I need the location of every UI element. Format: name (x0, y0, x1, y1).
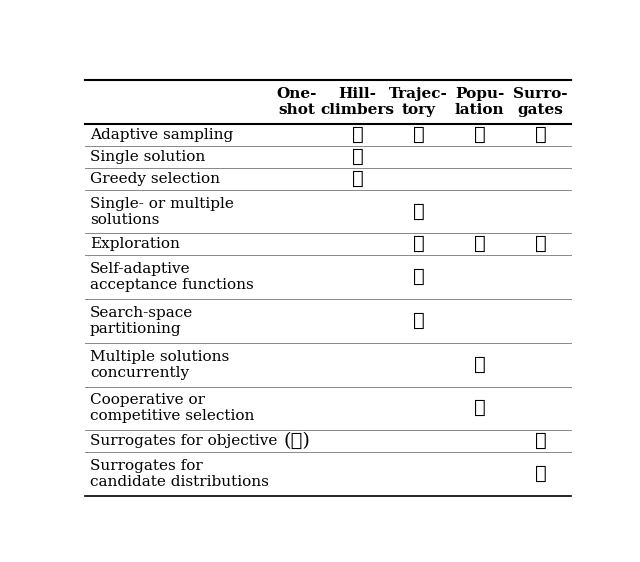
Text: Single solution: Single solution (90, 150, 205, 164)
Text: ✓: ✓ (351, 170, 364, 188)
Text: ✓: ✓ (534, 235, 547, 253)
Text: Exploration: Exploration (90, 237, 180, 251)
Text: ✓: ✓ (474, 400, 485, 418)
Text: Adaptive sampling: Adaptive sampling (90, 128, 233, 142)
Text: Surro-
gates: Surro- gates (513, 87, 568, 117)
Text: ✓: ✓ (534, 126, 547, 144)
Text: ✓: ✓ (534, 465, 547, 483)
Text: ✓: ✓ (413, 312, 424, 330)
Text: Surrogates for objective: Surrogates for objective (90, 434, 277, 448)
Text: Single- or multiple
solutions: Single- or multiple solutions (90, 197, 234, 226)
Text: Popu-
lation: Popu- lation (454, 87, 504, 117)
Text: ✓: ✓ (413, 126, 424, 144)
Text: Trajec-
tory: Trajec- tory (389, 87, 448, 117)
Text: ✓: ✓ (413, 268, 424, 286)
Text: Surrogates for
candidate distributions: Surrogates for candidate distributions (90, 459, 269, 489)
Text: One-
shot: One- shot (276, 87, 317, 117)
Text: ✓: ✓ (474, 356, 485, 374)
Text: ✓: ✓ (351, 148, 364, 166)
Text: Greedy selection: Greedy selection (90, 172, 220, 186)
Text: ✓: ✓ (413, 203, 424, 221)
Text: ✓: ✓ (474, 126, 485, 144)
Text: ✓: ✓ (474, 235, 485, 253)
Text: Cooperative or
competitive selection: Cooperative or competitive selection (90, 393, 254, 424)
Text: Multiple solutions
concurrently: Multiple solutions concurrently (90, 350, 229, 380)
Text: ✓: ✓ (534, 432, 547, 450)
Text: ✓: ✓ (351, 126, 364, 144)
Text: (✓): (✓) (283, 432, 310, 450)
Text: Hill-
climbers: Hill- climbers (321, 87, 394, 117)
Text: Search-space
partitioning: Search-space partitioning (90, 306, 193, 336)
Text: Self-adaptive
acceptance functions: Self-adaptive acceptance functions (90, 262, 253, 292)
Text: ✓: ✓ (413, 235, 424, 253)
